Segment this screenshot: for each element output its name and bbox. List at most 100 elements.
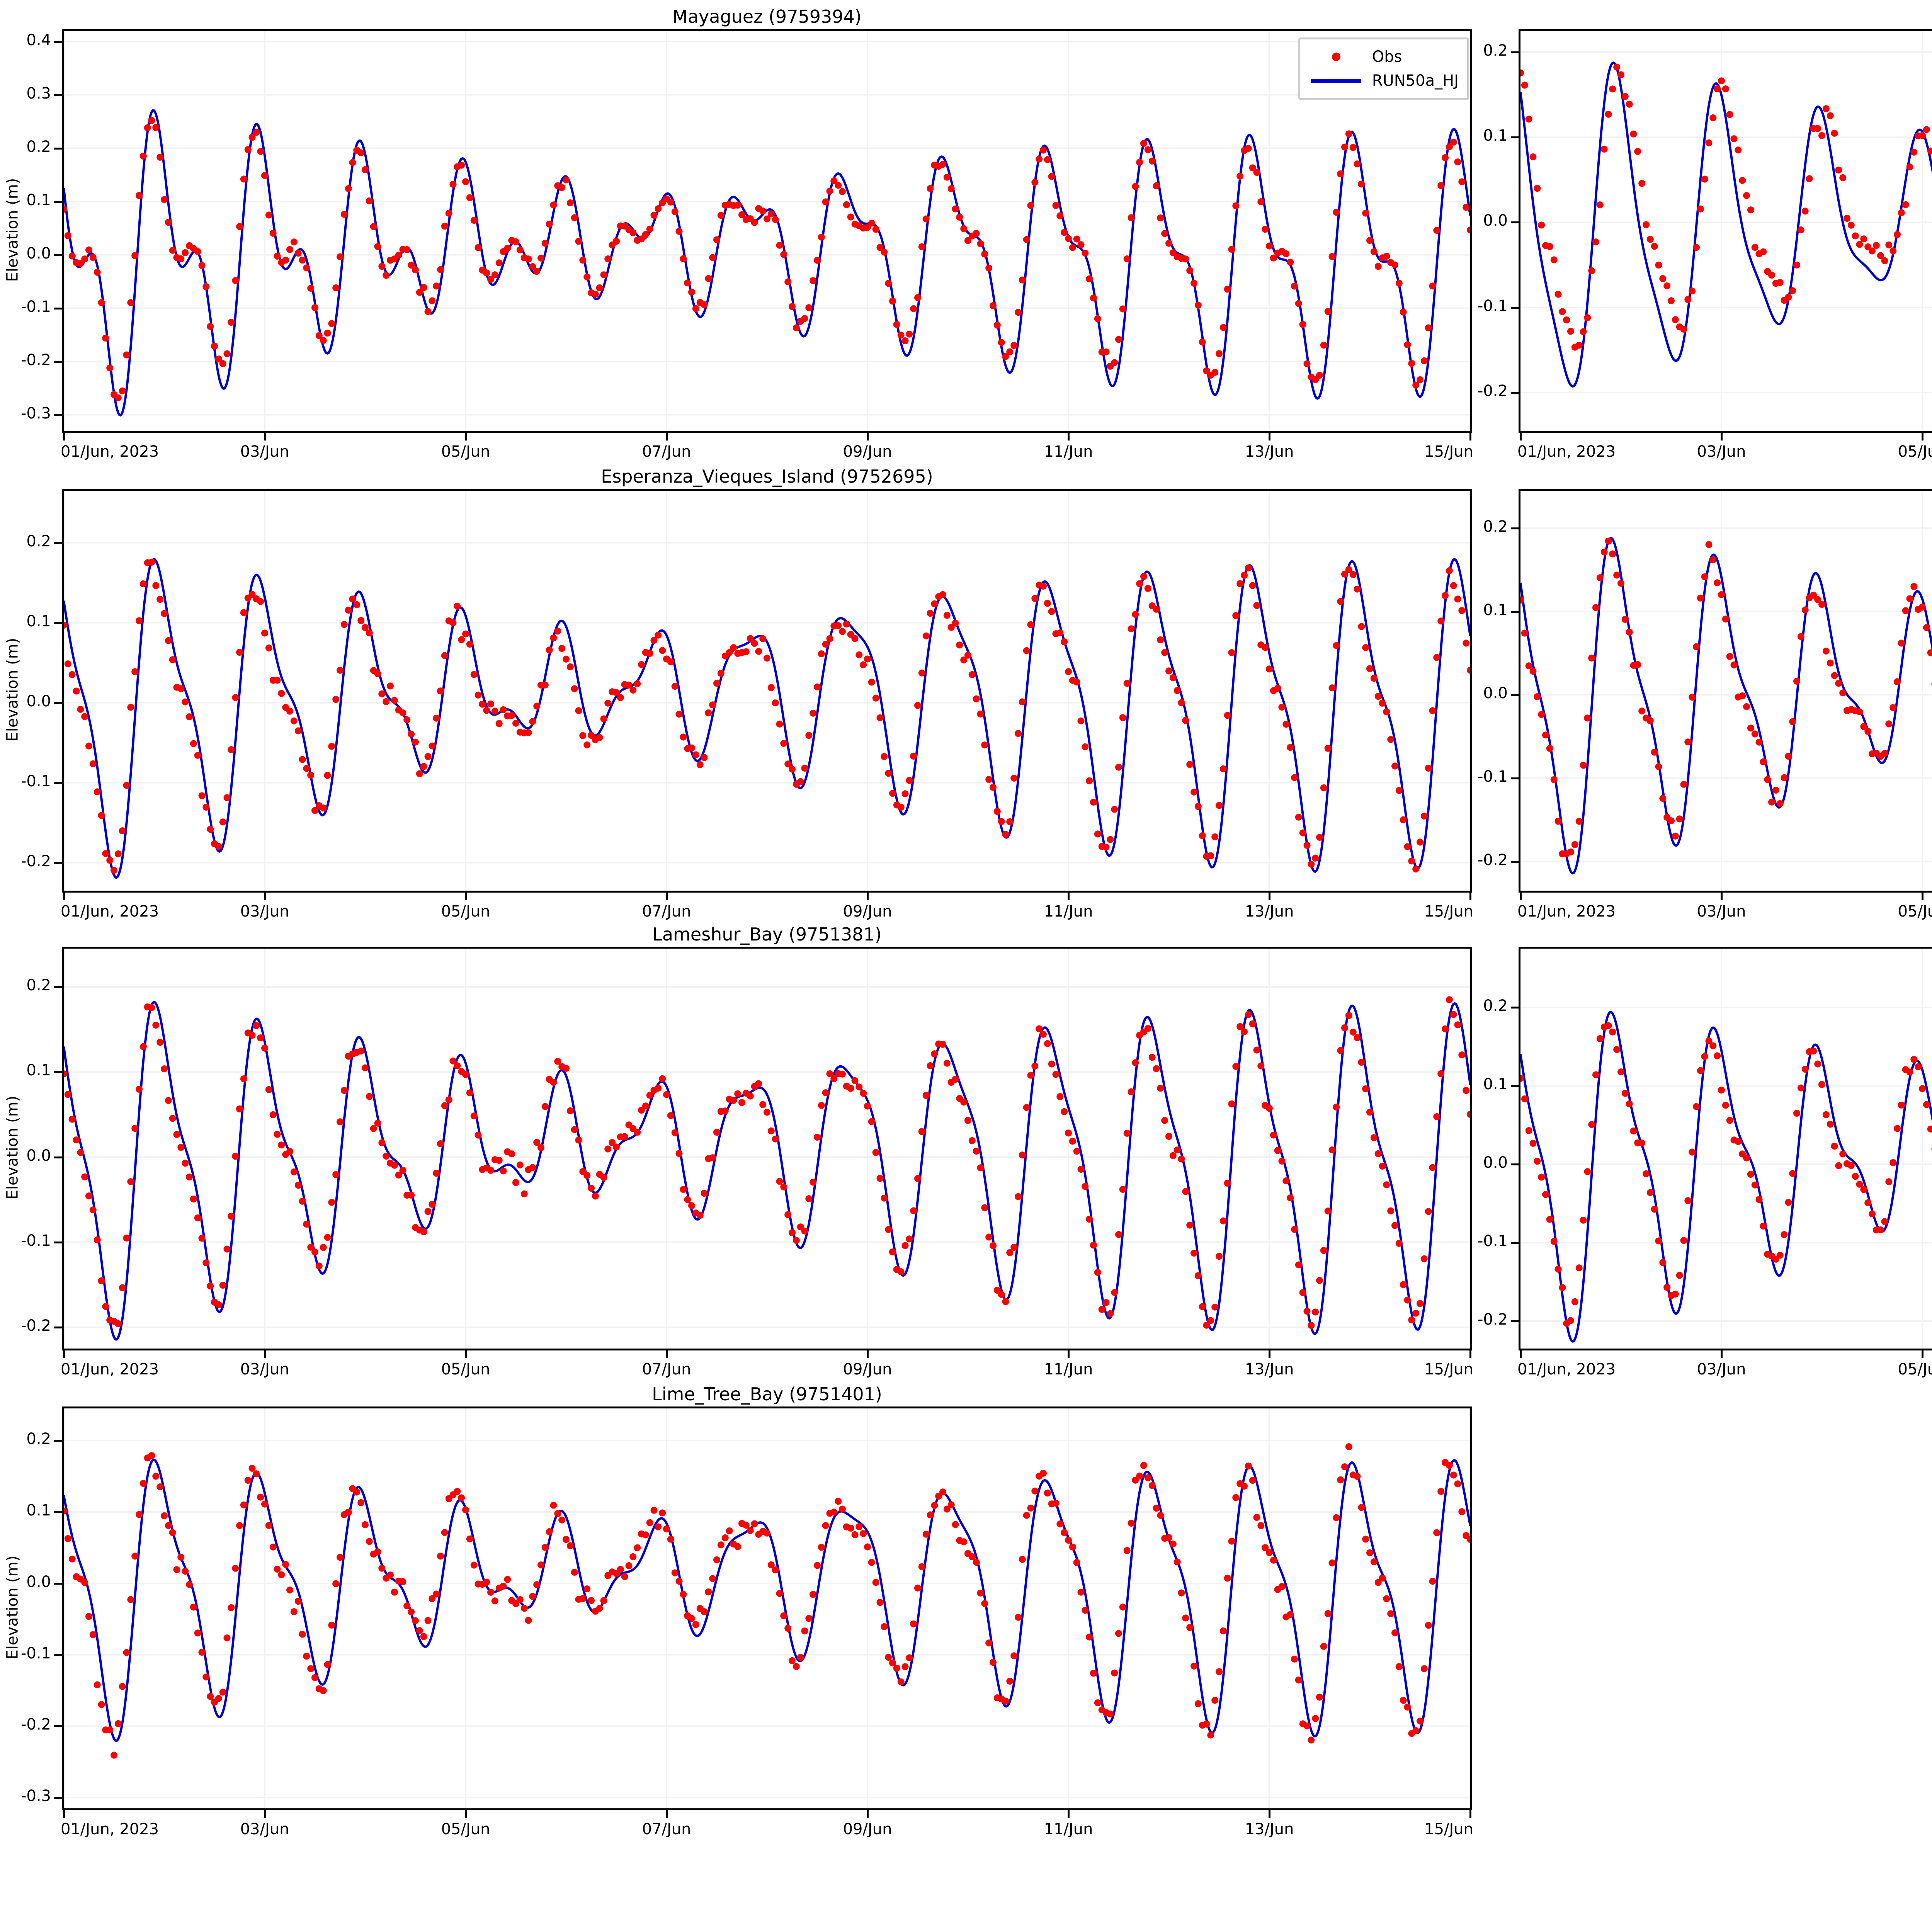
y-axis-tick-label: -0.3 bbox=[20, 404, 51, 422]
x-axis-tick-mark bbox=[465, 1810, 467, 1818]
x-axis-tick-mark bbox=[1520, 1350, 1522, 1358]
x-axis-tick-label: 07/Jun bbox=[642, 1820, 691, 1838]
plot-canvas bbox=[64, 949, 1470, 1349]
x-axis-tick-mark bbox=[1269, 1810, 1270, 1818]
chart-panel-lime_tree_bay: Lime_Tree_Bay (9751401) -0.3 -0.2 -0.1 0.0 0.… bbox=[3, 1382, 1476, 1853]
x-axis-tick-label: 07/Jun bbox=[642, 1361, 691, 1378]
y-axis-tick-mark bbox=[54, 1511, 62, 1513]
y-axis-tick-label: -0.2 bbox=[20, 1316, 51, 1335]
x-axis-tick-mark bbox=[867, 1350, 869, 1358]
y-axis-tick-mark bbox=[54, 201, 62, 203]
x-axis-tick-mark bbox=[666, 1350, 668, 1358]
model-series-line bbox=[1520, 1011, 1932, 1343]
x-axis-tick-mark bbox=[666, 433, 668, 440]
obs-series-points bbox=[64, 117, 1470, 401]
legend-line-marker-icon bbox=[1311, 79, 1361, 83]
x-axis-tick-label: 09/Jun bbox=[843, 903, 892, 920]
legend-swatch-obs bbox=[1307, 53, 1365, 61]
x-axis-tick-label: 05/Jun bbox=[441, 443, 490, 461]
x-axis-tick-mark bbox=[666, 1810, 668, 1818]
y-axis-label: Elevation (m) bbox=[3, 178, 21, 282]
legend-entry-label: RUN50a_HJ bbox=[1372, 72, 1459, 90]
y-axis-tick-mark bbox=[54, 1797, 62, 1799]
y-axis-tick-mark bbox=[1511, 527, 1519, 530]
chart-panel-lameshur_bay: Lameshur_Bay (9751381) -0.2 -0.1 0.0 0.1 0.2 0… bbox=[3, 922, 1476, 1393]
y-axis-tick-mark bbox=[54, 41, 62, 43]
y-axis-tick-label: -0.2 bbox=[20, 852, 51, 870]
y-axis-tick-mark bbox=[54, 414, 62, 416]
panel-title: Christiansted_Harbor (9751364) bbox=[1519, 922, 1932, 947]
plot-canvas bbox=[64, 491, 1470, 891]
y-axis-tick-label: 0.3 bbox=[26, 84, 51, 102]
x-axis-tick-mark bbox=[465, 1350, 467, 1358]
x-axis-tick-label: 07/Jun bbox=[642, 903, 691, 920]
gridlines bbox=[1520, 491, 1932, 891]
x-axis-tick-label: 09/Jun bbox=[843, 443, 892, 461]
chart-panel-christiansted_harbor: Christiansted_Harbor (9751364) -0.2 -0.1 0.… bbox=[1461, 922, 1932, 1393]
x-axis-tick-mark bbox=[1922, 433, 1923, 440]
y-axis-tick-label: 0.1 bbox=[1483, 601, 1508, 619]
y-axis-tick-label: -0.1 bbox=[1477, 767, 1508, 786]
panel-title: Lameshur_Bay (9751381) bbox=[652, 924, 882, 945]
y-axis-tick-mark bbox=[54, 307, 62, 310]
y-axis-tick-label: -0.1 bbox=[20, 1644, 51, 1662]
y-axis-tick-label: -0.1 bbox=[1477, 297, 1508, 315]
y-axis-label: Elevation (m) bbox=[3, 638, 21, 742]
legend-dot-marker-icon bbox=[1332, 53, 1340, 61]
y-axis-tick-label: 0.1 bbox=[1483, 127, 1508, 145]
y-axis-tick-label: -0.1 bbox=[1477, 1232, 1508, 1250]
x-axis-tick-label: 01/Jun, 2023 bbox=[61, 443, 159, 461]
x-axis-tick-label: 01/Jun, 2023 bbox=[1517, 1361, 1616, 1378]
plot-area bbox=[62, 489, 1472, 893]
x-axis-tick-mark bbox=[264, 1350, 266, 1358]
x-axis-tick-label: 15/Jun bbox=[1424, 1820, 1473, 1838]
y-axis-tick-mark bbox=[1511, 136, 1519, 139]
y-axis-tick-label: 0.2 bbox=[1483, 518, 1508, 536]
x-axis-tick-label: 05/Jun bbox=[441, 903, 490, 920]
y-axis-tick-mark bbox=[54, 361, 62, 363]
y-axis-tick-label: 0.2 bbox=[26, 532, 51, 550]
x-axis-tick-label: 09/Jun bbox=[843, 1361, 892, 1378]
y-axis-tick-label: -0.1 bbox=[20, 772, 51, 790]
plot-area bbox=[62, 947, 1472, 1350]
plot-canvas bbox=[1520, 31, 1932, 431]
legend-entry[interactable]: Obs bbox=[1307, 45, 1459, 69]
y-axis-tick-mark bbox=[54, 622, 62, 624]
y-axis-tick-label: 0.0 bbox=[26, 1573, 51, 1591]
panel-title: Charlotte_Amalie (9751639) bbox=[1519, 464, 1932, 489]
x-axis-tick-mark bbox=[1068, 893, 1070, 900]
y-axis-tick-mark bbox=[54, 254, 62, 256]
x-axis-tick-label: 03/Jun bbox=[1697, 1361, 1746, 1378]
legend-swatch-model bbox=[1307, 79, 1365, 83]
y-axis-tick-label: 0.0 bbox=[26, 692, 51, 710]
x-axis-tick-mark bbox=[63, 1810, 65, 1818]
legend-entry[interactable]: RUN50a_HJ bbox=[1307, 69, 1459, 93]
y-axis-tick-label: -0.2 bbox=[1477, 851, 1508, 869]
y-axis-tick-mark bbox=[54, 1241, 62, 1243]
x-axis-tick-label: 11/Jun bbox=[1044, 903, 1093, 920]
y-axis-tick-mark bbox=[1511, 391, 1519, 394]
panel-title: Lime_Tree_Bay (9751401) bbox=[652, 1384, 882, 1405]
y-axis-tick-mark bbox=[54, 1071, 62, 1073]
x-axis-tick-mark bbox=[63, 433, 65, 440]
x-axis-tick-label: 03/Jun bbox=[240, 903, 289, 920]
y-axis-tick-mark bbox=[54, 782, 62, 784]
x-axis-tick-mark bbox=[63, 893, 65, 900]
x-axis-tick-mark bbox=[1922, 893, 1923, 900]
x-axis-tick-mark bbox=[1269, 893, 1270, 900]
y-axis-tick-mark bbox=[54, 1725, 62, 1728]
y-axis-tick-mark bbox=[54, 1582, 62, 1585]
y-axis-tick-label: -0.3 bbox=[20, 1787, 51, 1805]
x-axis-tick-mark bbox=[867, 433, 869, 440]
chart-panel-magueyes_island: Magueyes_Island (9759110) -0.2 -0.1 0.0 0.1 0… bbox=[1461, 4, 1932, 475]
y-axis-tick-label: -0.2 bbox=[1477, 382, 1508, 400]
y-axis-tick-label: 0.4 bbox=[26, 31, 51, 49]
gridlines bbox=[64, 491, 1470, 891]
x-axis-tick-label: 01/Jun, 2023 bbox=[61, 1820, 159, 1838]
x-axis-tick-label: 09/Jun bbox=[843, 1820, 892, 1838]
y-axis-tick-label: 0.0 bbox=[1483, 1154, 1508, 1172]
x-axis-tick-label: 01/Jun, 2023 bbox=[1517, 443, 1616, 461]
y-axis-tick-mark bbox=[1511, 1163, 1519, 1166]
y-axis-tick-mark bbox=[1511, 1007, 1519, 1009]
x-axis-tick-mark bbox=[264, 433, 266, 440]
